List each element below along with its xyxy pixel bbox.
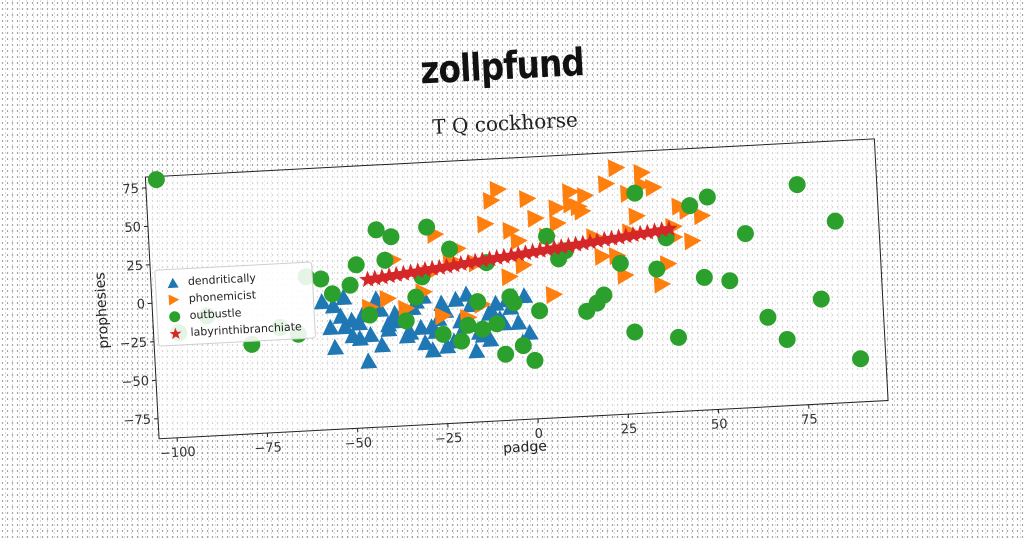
y-tick-label: 50 — [124, 220, 141, 236]
x-tick-label: −100 — [160, 445, 196, 462]
x-axis-label: padge — [503, 438, 548, 456]
y-tick-label: 75 — [122, 182, 139, 198]
x-tick-label: −50 — [344, 436, 372, 452]
y-tick-label: 25 — [126, 259, 143, 275]
legend-label: labyrinthibranchiate — [190, 320, 302, 339]
legend-label: phonemicist — [188, 288, 256, 305]
y-tick-label: −50 — [121, 374, 149, 390]
star-marker-icon — [164, 326, 187, 341]
x-tick-label: −25 — [435, 431, 463, 447]
legend-label: dendritically — [188, 271, 257, 288]
y-tick-label: −25 — [119, 336, 147, 352]
y-axis-label: prophesies — [92, 272, 112, 349]
y-tick-label: −75 — [123, 413, 151, 429]
x-tick-label: 50 — [711, 417, 728, 433]
x-tick-label: −75 — [254, 440, 282, 456]
circle-marker-icon — [163, 309, 186, 324]
triangle-up-marker-icon — [162, 275, 185, 290]
legend: dendritically phonemicist outbustle laby… — [154, 261, 316, 346]
x-tick-label: 25 — [620, 422, 637, 438]
x-tick-label: 75 — [801, 412, 818, 428]
triangle-right-marker-icon — [162, 292, 185, 307]
y-tick-label: 0 — [136, 297, 145, 312]
legend-label: outbustle — [189, 306, 241, 322]
